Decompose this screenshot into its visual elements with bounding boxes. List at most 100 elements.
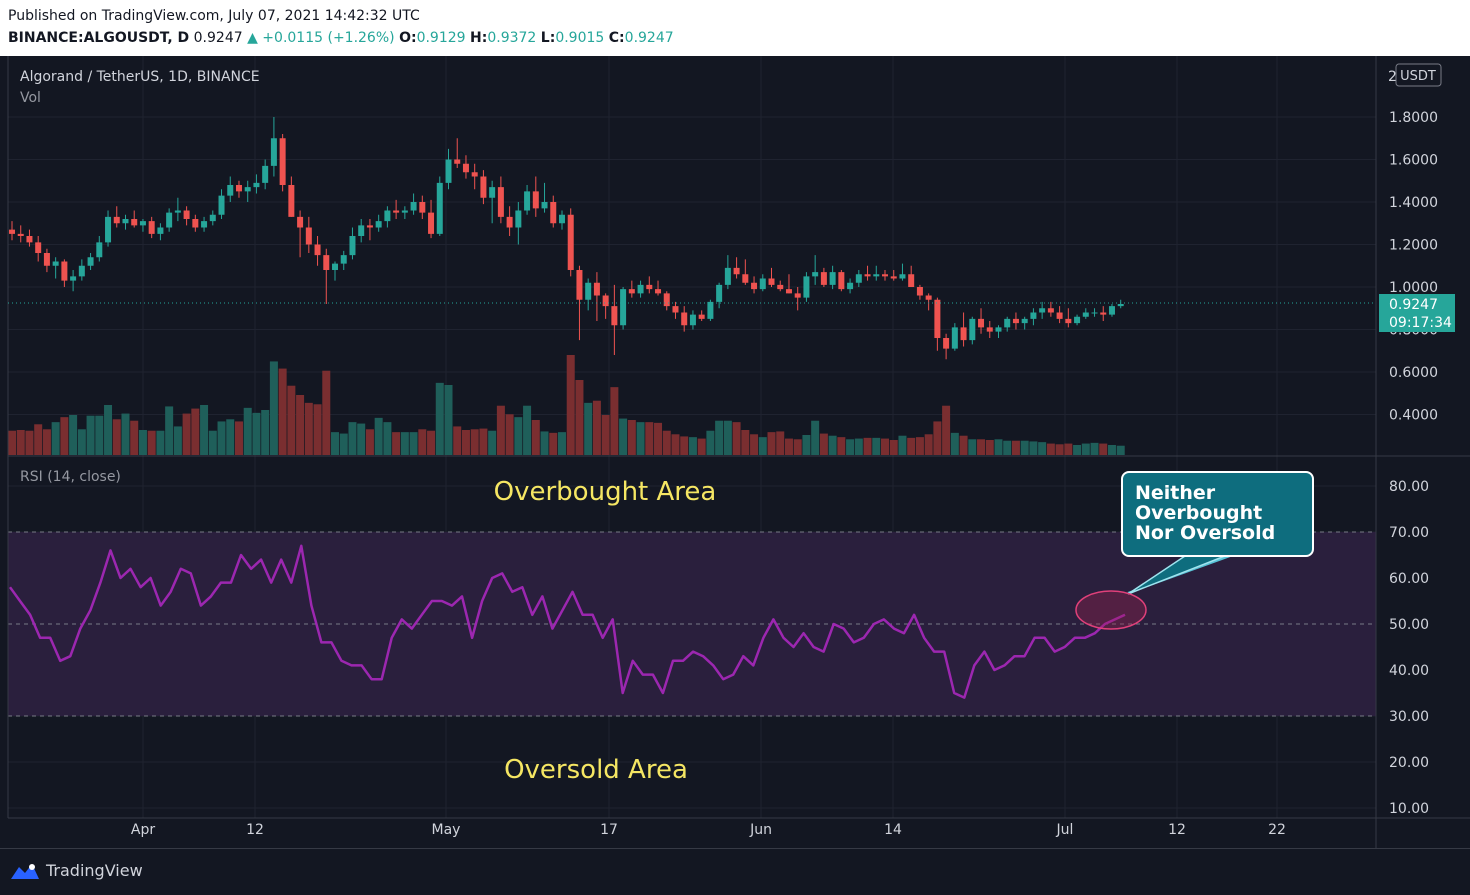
- candle-body: [611, 306, 618, 326]
- candle: [436, 176, 443, 236]
- candle-body: [532, 191, 539, 209]
- candle-body: [183, 210, 190, 219]
- candle-body: [1100, 312, 1107, 315]
- volume-bar: [226, 419, 235, 455]
- candle: [17, 225, 24, 243]
- candle-body: [1030, 312, 1037, 319]
- volume-bar: [1046, 443, 1055, 455]
- volume-bar: [854, 438, 863, 455]
- candle-body: [393, 210, 400, 213]
- candle: [235, 180, 242, 198]
- candle-body: [262, 165, 269, 183]
- candle-body: [410, 202, 417, 211]
- candle-body: [882, 274, 888, 277]
- time-tick-label: 17: [600, 822, 618, 838]
- candle-body: [646, 284, 653, 290]
- volume-bar: [488, 430, 497, 455]
- candle-body: [332, 263, 339, 270]
- volume-bar: [619, 418, 628, 455]
- candle-body: [288, 185, 295, 217]
- candle-body: [969, 318, 976, 341]
- volume-bar: [898, 435, 907, 455]
- candle: [733, 257, 740, 279]
- candle-body: [314, 244, 321, 256]
- candle-body: [78, 265, 85, 277]
- candle: [270, 117, 277, 177]
- time-tick-label: 12: [246, 822, 264, 838]
- candle: [550, 195, 557, 228]
- publication-header: Published on TradingView.com, July 07, 2…: [0, 0, 1470, 56]
- volume-bar: [25, 430, 34, 455]
- candle-body: [454, 159, 461, 164]
- volume-bar: [540, 431, 549, 455]
- volume-bar: [942, 405, 951, 455]
- volume-bar: [671, 434, 680, 455]
- candle-body: [1074, 316, 1081, 324]
- price-tag: 0.9247 09:17:34: [1379, 294, 1455, 332]
- callout-line-2: Overbought: [1135, 502, 1262, 524]
- candle: [61, 259, 68, 287]
- candle-body: [201, 221, 208, 228]
- volume-bar: [688, 437, 697, 455]
- candle-body: [934, 299, 941, 338]
- volume-bar: [776, 431, 785, 455]
- candle: [332, 261, 339, 281]
- volume-bar: [741, 430, 750, 455]
- candle-body: [52, 261, 59, 266]
- volume-bar: [112, 419, 121, 455]
- candle: [707, 299, 714, 321]
- candle: [375, 214, 382, 232]
- candle-body: [148, 221, 155, 234]
- high-value: 0.9372: [487, 30, 537, 46]
- candle-body: [462, 163, 469, 173]
- volume-bar: [959, 435, 968, 455]
- candle-body: [820, 272, 827, 285]
- volume-bar: [627, 420, 636, 455]
- volume-bar: [1099, 443, 1108, 455]
- candle: [166, 208, 173, 232]
- currency-badge[interactable]: 2 USDT: [1388, 63, 1442, 87]
- rsi-label: RSI (14, close): [20, 469, 121, 485]
- candle-body: [995, 327, 1002, 332]
- tradingview-logo[interactable]: TradingView: [10, 861, 143, 880]
- candle: [978, 308, 985, 334]
- candle: [681, 306, 688, 332]
- candle: [724, 255, 731, 290]
- candle-body: [689, 314, 696, 326]
- chart-canvas[interactable]: 1.80001.60001.40001.20001.00000.80000.60…: [0, 56, 1470, 848]
- candle: [1012, 312, 1019, 330]
- candle: [576, 265, 583, 341]
- candle: [812, 255, 819, 285]
- candle-body: [401, 210, 408, 213]
- volume-bar: [173, 426, 182, 455]
- volume-bar: [985, 440, 994, 455]
- candle-body: [279, 138, 286, 185]
- candle: [1065, 308, 1072, 328]
- rsi-tick-label: 70.00: [1389, 525, 1429, 541]
- callout-line-3: Nor Oversold: [1135, 522, 1275, 544]
- candle-body: [724, 267, 731, 285]
- candle: [890, 270, 897, 281]
- candle: [803, 272, 810, 302]
- volume-bar: [968, 439, 977, 455]
- volume-bar: [357, 423, 366, 455]
- candle: [506, 206, 513, 236]
- time-tick-label: 12: [1168, 822, 1186, 838]
- volume-bar: [69, 415, 78, 455]
- volume-bar: [575, 380, 584, 455]
- candle-body: [227, 185, 234, 196]
- candle-body: [480, 176, 487, 198]
- volume-bar: [261, 410, 270, 455]
- candle-body: [751, 282, 758, 290]
- candle: [340, 250, 347, 270]
- rsi-tick-label: 60.00: [1389, 571, 1429, 587]
- volume-bar: [1020, 440, 1029, 455]
- volume-bar: [34, 424, 43, 455]
- candle: [384, 206, 391, 228]
- volume-bar: [243, 407, 252, 455]
- volume-bar: [715, 420, 724, 455]
- candle: [558, 210, 565, 230]
- time-tick-label: 22: [1268, 822, 1286, 838]
- candle: [419, 195, 426, 219]
- rsi-tick-label: 30.00: [1389, 709, 1429, 725]
